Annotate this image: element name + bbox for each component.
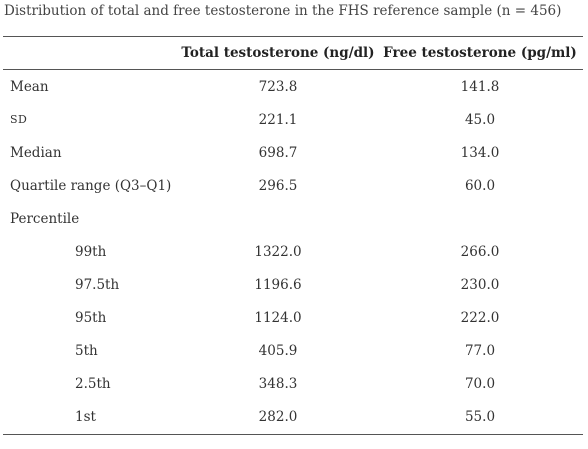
cell-value: 45.0 [464, 112, 496, 128]
cell-value: 405.9 [258, 343, 298, 359]
cell-value: 55.0 [464, 409, 496, 425]
cell-value: 282.0 [258, 409, 298, 425]
table-caption: Distribution of total and free testoster… [4, 3, 562, 19]
cell-value: 723.8 [258, 79, 298, 95]
cell-value: 296.5 [258, 178, 298, 194]
sub-row-label: 95th [75, 310, 107, 326]
sub-row-label: 1st [75, 409, 96, 425]
top-rule [3, 36, 583, 37]
bottom-rule [3, 434, 583, 435]
column-header: Free testosterone (pg/ml) [383, 45, 577, 61]
row-label: Quartile range (Q3–Q1) [10, 178, 172, 194]
cell-value: 266.0 [460, 244, 500, 260]
sub-row-label: 99th [75, 244, 107, 260]
cell-value: 222.0 [460, 310, 500, 326]
sub-row-label: 2.5th [75, 376, 111, 392]
cell-value: 70.0 [464, 376, 496, 392]
cell-value: 60.0 [464, 178, 496, 194]
sub-row-label: 97.5th [75, 277, 120, 293]
header-rule [3, 69, 583, 70]
cell-value: 141.8 [460, 79, 500, 95]
cell-value: 1196.6 [254, 277, 302, 293]
sub-row-label: 5th [75, 343, 98, 359]
cell-value: 1124.0 [254, 310, 302, 326]
cell-value: 77.0 [464, 343, 496, 359]
row-label: Mean [10, 79, 49, 95]
row-label: SD [10, 113, 28, 126]
cell-value: 221.1 [258, 112, 298, 128]
row-label: Median [10, 145, 62, 161]
cell-value: 698.7 [258, 145, 298, 161]
cell-value: 1322.0 [254, 244, 302, 260]
cell-value: 230.0 [460, 277, 500, 293]
cell-value: 348.3 [258, 376, 298, 392]
cell-value: 134.0 [460, 145, 500, 161]
column-header: Total testosterone (ng/dl) [181, 45, 375, 61]
row-label: Percentile [10, 211, 80, 227]
